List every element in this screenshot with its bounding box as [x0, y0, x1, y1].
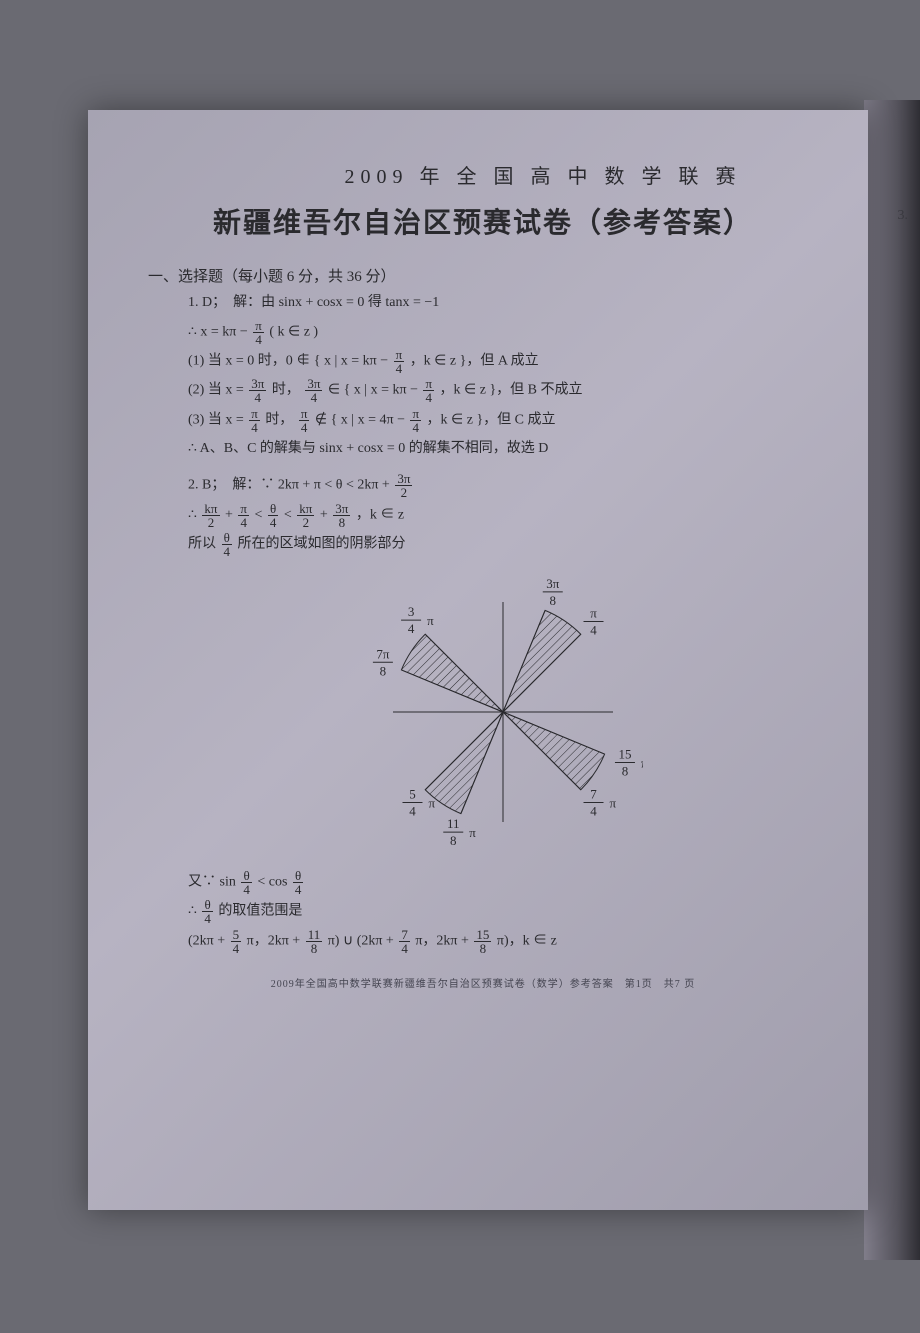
svg-text:7: 7: [590, 787, 597, 802]
q1-line1: 1. D； 解：由 sinx + cosx = 0 得 tanx = −1: [188, 290, 818, 317]
svg-text:5: 5: [409, 787, 416, 802]
doc-title: 新疆维吾尔自治区预赛试卷（参考答案）: [148, 201, 818, 241]
svg-text:11: 11: [447, 816, 460, 831]
book-binding: [864, 100, 920, 1260]
svg-text:4: 4: [590, 804, 597, 819]
q2-line5: ∴ θ4 的取值范围是: [188, 898, 818, 925]
svg-text:3: 3: [408, 604, 415, 619]
svg-text:8: 8: [380, 664, 387, 679]
svg-text:π: π: [641, 756, 643, 771]
q1-case1: (1) 当 x = 0 时，0 ∉ { x | x = kπ − π4 ，k ∈…: [188, 348, 818, 375]
page-footer: 2009年全国高中数学联赛新疆维吾尔自治区预赛试卷（数学）参考答案 第1页 共7…: [148, 975, 818, 990]
answer-q1: 1. D； 解：由 sinx + cosx = 0 得 tanx = −1 ∴ …: [188, 290, 818, 462]
svg-text:8: 8: [549, 593, 556, 608]
svg-text:π: π: [610, 796, 617, 811]
section-title: 一、选择题（每小题 6 分，共 36 分）: [148, 265, 818, 286]
q1-case3: (3) 当 x = π4 时， π4 ∉ { x | x = 4π − π4 ，…: [188, 407, 818, 434]
paper-page: 2009 年 全 国 高 中 数 学 联 赛 新疆维吾尔自治区预赛试卷（参考答案…: [88, 110, 868, 1210]
svg-text:8: 8: [450, 833, 457, 848]
svg-text:7π: 7π: [376, 647, 390, 662]
svg-text:4: 4: [408, 621, 415, 636]
svg-text:4: 4: [409, 804, 416, 819]
svg-text:15: 15: [618, 747, 631, 762]
q2-line4: 又∵ sin θ4 < cos θ4: [188, 869, 818, 896]
svg-text:3π: 3π: [546, 576, 560, 591]
svg-text:π: π: [427, 613, 434, 628]
q1-conclusion: ∴ A、B、C 的解集与 sinx + cosx = 0 的解集不相同，故选 D: [188, 436, 818, 463]
q1-line2: ∴ x = kπ − π4 ( k ∈ z ): [188, 319, 818, 346]
polar-diagram-svg: π43π834π7π854π118π74π158π: [363, 572, 643, 852]
margin-page-number: 3.: [898, 208, 909, 224]
svg-text:π: π: [469, 825, 476, 840]
svg-text:π: π: [590, 606, 597, 621]
q2-line2: ∴ kπ2 + π4 < θ4 < kπ2 + 3π8 ，k ∈ z: [188, 502, 818, 529]
answer-q2: 2. B； 解：∵ 2kπ + π < θ < 2kπ + 3π2 ∴ kπ2 …: [188, 472, 818, 954]
svg-text:π: π: [428, 796, 435, 811]
q2-line6: (2kπ + 54 π，2kπ + 118 π) ∪ (2kπ + 74 π，2…: [188, 928, 818, 955]
doc-header: 2009 年 全 国 高 中 数 学 联 赛: [268, 160, 818, 189]
fraction: π4: [253, 319, 264, 346]
svg-text:4: 4: [590, 623, 597, 638]
q2-line3: 所以 θ4 所在的区域如图的阴影部分: [188, 531, 818, 558]
q2-line1: 2. B； 解：∵ 2kπ + π < θ < 2kπ + 3π2: [188, 472, 818, 499]
svg-text:8: 8: [622, 764, 629, 779]
q2-diagram: π43π834π7π854π118π74π158π: [188, 572, 818, 863]
q1-case2: (2) 当 x = 3π4 时， 3π4 ∈ { x | x = kπ − π4…: [188, 377, 818, 404]
